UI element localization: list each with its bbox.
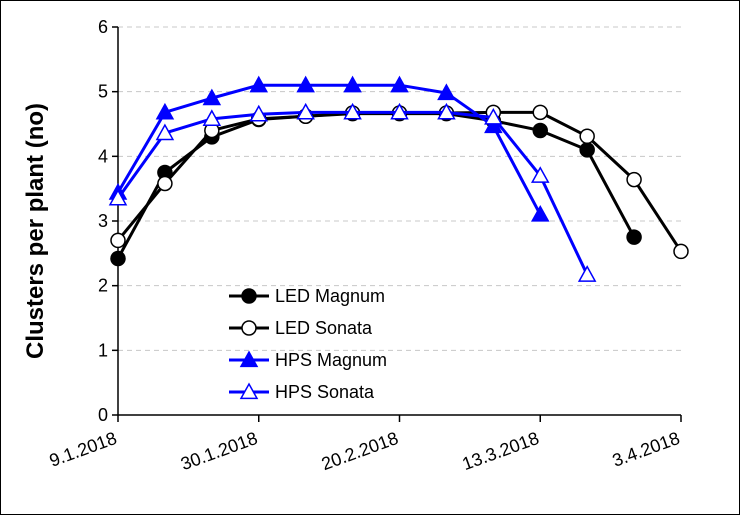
legend-item-led-sonata: LED Sonata	[229, 318, 373, 338]
series-led-sonata	[110, 104, 689, 260]
data-point-hps-magnum	[437, 83, 456, 101]
legend-label: LED Sonata	[275, 318, 373, 338]
data-point-hps-sonata	[390, 102, 409, 120]
data-point-led-sonata	[532, 104, 548, 121]
x-tick-label: 20.2.2018	[319, 428, 401, 474]
data-point-hps-sonata	[437, 102, 456, 120]
legend-marker	[241, 320, 257, 336]
data-point-hps-sonata	[577, 265, 597, 282]
data-point-hps-sonata	[202, 109, 222, 126]
series-led-magnum	[110, 105, 642, 267]
y-axis-title: Clusters per plant (no)	[22, 103, 49, 359]
data-point-hps-sonata	[484, 107, 503, 125]
data-point-hps-magnum	[249, 75, 269, 93]
data-point-hps-magnum	[155, 102, 175, 120]
x-tick-label: 9.1.2018	[47, 428, 120, 471]
data-point-led-magnum	[110, 250, 126, 267]
data-point-hps-magnum	[390, 75, 409, 93]
legend-item-led-magnum: LED Magnum	[229, 286, 385, 306]
legend-label: LED Magnum	[275, 286, 385, 306]
legend-marker	[239, 382, 259, 400]
data-point-led-magnum	[626, 229, 642, 245]
data-point-hps-sonata	[155, 123, 175, 141]
series-hps-magnum	[108, 75, 550, 222]
y-tick-label: 1	[98, 340, 108, 360]
legend-label: HPS Magnum	[275, 350, 387, 370]
data-point-hps-sonata	[296, 102, 315, 120]
legend-item-hps-magnum: HPS Magnum	[229, 350, 387, 370]
series-line-hps-sonata	[116, 110, 589, 276]
y-tick-label: 6	[98, 17, 108, 37]
x-tick-label: 13.3.2018	[460, 428, 542, 474]
legend-marker	[239, 350, 259, 368]
data-point-hps-sonata	[249, 104, 269, 122]
legend-label: HPS Sonata	[275, 382, 375, 402]
data-point-hps-magnum	[296, 75, 315, 93]
y-tick-label: 2	[98, 276, 108, 296]
legend: LED Magnum LED Sonata HPS Magnum HPS Sonata	[229, 286, 387, 402]
series-hps-sonata	[108, 102, 597, 282]
x-tick-label: 3.4.2018	[610, 428, 683, 471]
data-point-hps-magnum	[530, 204, 550, 222]
data-point-led-sonata	[157, 175, 173, 192]
data-point-led-magnum	[532, 122, 548, 139]
y-tick-label: 0	[98, 405, 108, 425]
data-point-led-sonata	[110, 232, 126, 249]
x-tick-label: 30.1.2018	[178, 428, 260, 474]
data-point-hps-magnum	[343, 75, 362, 93]
y-tick-label: 5	[98, 82, 108, 102]
series-line-led-magnum	[116, 112, 636, 260]
data-point-led-magnum	[579, 142, 595, 158]
data-point-led-sonata	[673, 243, 689, 260]
data-point-hps-magnum	[202, 88, 222, 106]
data-point-hps-sonata	[108, 188, 128, 206]
series-line-led-sonata	[116, 110, 683, 253]
data-point-hps-sonata	[343, 102, 362, 120]
legend-marker	[241, 288, 257, 304]
data-point-led-sonata	[626, 171, 642, 188]
legend-item-hps-sonata: HPS Sonata	[229, 382, 375, 402]
series-line-hps-magnum	[116, 83, 542, 216]
data-point-hps-magnum	[484, 116, 503, 134]
y-tick-label: 3	[98, 211, 108, 231]
data-point-hps-sonata	[530, 166, 550, 183]
y-tick-label: 4	[98, 146, 108, 166]
data-point-led-sonata	[579, 128, 595, 145]
